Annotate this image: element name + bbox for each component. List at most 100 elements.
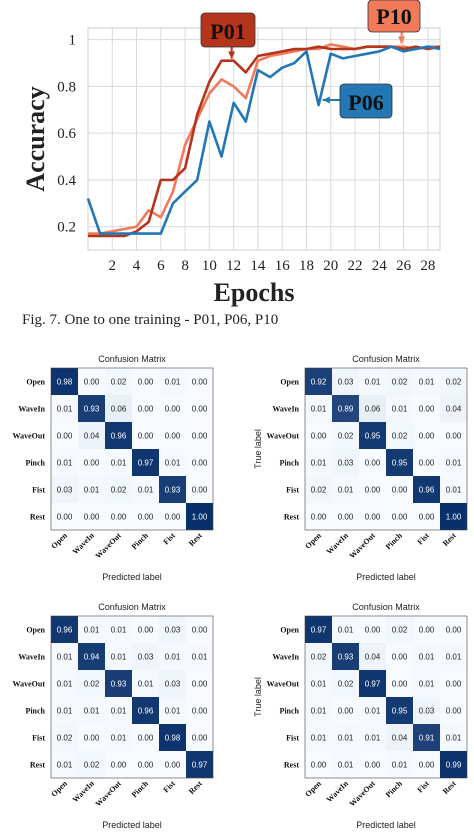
cm-cell (51, 368, 78, 395)
cm-col-label: WaveIn (325, 531, 351, 557)
cm-cell (132, 697, 159, 724)
cm-cell-value: 0.00 (192, 626, 208, 635)
cm-x-axis-label: Predicted label (102, 820, 162, 829)
cm-cell-value: 0.00 (138, 761, 154, 770)
y-tick-label: 1 (69, 33, 77, 49)
cm-cell-value: 0.97 (138, 459, 154, 468)
annotation-label-p01: P01 (210, 19, 245, 44)
cm-cell-value: 0.03 (419, 707, 435, 716)
cm-row-label: WaveOut (13, 432, 46, 441)
cm-cell-value: 0.00 (311, 513, 327, 522)
cm-cell-value: 0.00 (138, 405, 154, 414)
cm-cell-value: 0.01 (311, 734, 327, 743)
cm-cell (159, 503, 186, 530)
y-tick-label: 0.8 (57, 79, 76, 95)
cm-cell-value: 0.00 (192, 378, 208, 387)
cm-cell (386, 476, 413, 503)
cm-cell-value: 0.95 (392, 707, 408, 716)
cm-cell-value: 0.00 (419, 513, 435, 522)
annotation-arrowhead-p01 (228, 51, 236, 59)
cm-cell (332, 697, 359, 724)
cm-cell (359, 616, 386, 643)
cm-row-label: WaveIn (18, 405, 45, 414)
cm-col-label: Pinch (384, 531, 405, 552)
cm-cell-value: 0.00 (57, 513, 73, 522)
annotation-arrowhead-p06 (322, 96, 330, 104)
cm-row-label: Rest (30, 513, 45, 522)
cm-cell-value: 0.01 (338, 734, 354, 743)
cm-cell (386, 395, 413, 422)
cm-cell-value: 0.00 (338, 513, 354, 522)
cm-cell-value: 0.00 (392, 486, 408, 495)
cm-cell (132, 670, 159, 697)
annotation-box-p06 (339, 83, 393, 119)
cm-cell-value: 0.00 (84, 734, 100, 743)
cm-cell-value: 0.01 (365, 707, 381, 716)
cm-cell (413, 643, 440, 670)
cm-cell-value: 0.01 (57, 653, 73, 662)
cm-cell (105, 670, 132, 697)
cm-cell-value: 0.97 (311, 626, 327, 635)
cm-cell-value: 0.00 (165, 405, 181, 414)
cm-cell-value: 0.02 (392, 432, 408, 441)
cm-cell-value: 0.01 (165, 378, 181, 387)
cm-cell-value: 0.03 (165, 680, 181, 689)
cm-cell (105, 449, 132, 476)
cm-cell-value: 0.02 (446, 378, 462, 387)
cm-col-label: Fist (415, 779, 431, 795)
cm-row-label: Fist (286, 734, 299, 743)
cm-row-label: Rest (284, 513, 299, 522)
cm-cell (51, 697, 78, 724)
cm-col-label: Fist (161, 779, 177, 795)
confusion-matrix-3: Confusion Matrix 0.96 0.01 0.01 0.00 0.03 0.00… (13, 602, 214, 830)
cm-cell-value: 0.02 (84, 680, 100, 689)
cm-cell (132, 751, 159, 778)
cm-cell-value: 0.00 (192, 707, 208, 716)
cm-cell-value: 0.01 (165, 653, 181, 662)
cm-cell (305, 670, 332, 697)
cm-cell (159, 724, 186, 751)
cm-col-label: WaveOut (348, 531, 378, 561)
cm-col-label: WaveIn (71, 779, 97, 805)
cm-cell (186, 503, 213, 530)
cm-cell (78, 670, 105, 697)
cm-cell-value: 0.00 (446, 626, 462, 635)
cm-cell-value: 0.04 (392, 734, 408, 743)
cm-cell-value: 0.92 (311, 378, 327, 387)
cm-cell (359, 670, 386, 697)
cm-cell-value: 0.00 (392, 653, 408, 662)
cm-cell-value: 0.01 (192, 653, 208, 662)
cm-cell-value: 0.93 (338, 653, 354, 662)
cm-cell-value: 0.02 (338, 680, 354, 689)
cm-cell (413, 503, 440, 530)
cm-cell-value: 0.00 (192, 405, 208, 414)
cm-row-label: Open (280, 378, 299, 387)
cm-cell (440, 697, 467, 724)
cm-row-label: WaveOut (13, 680, 46, 689)
cm-cell-value: 0.97 (365, 680, 381, 689)
cm-cell (305, 643, 332, 670)
cm-cell-value: 0.99 (446, 761, 462, 770)
cm-cell (386, 724, 413, 751)
cm-cell (386, 449, 413, 476)
cm-cell (332, 368, 359, 395)
cm-cell-value: 0.00 (365, 459, 381, 468)
cm-cell (186, 751, 213, 778)
figure-caption: Fig. 7. One to one training - P01, P06, … (22, 312, 279, 328)
cm-cell-value: 0.01 (57, 707, 73, 716)
cm-cell (51, 643, 78, 670)
cm-cell-value: 1.00 (446, 513, 462, 522)
cm-cell-value: 0.01 (338, 626, 354, 635)
cm-cell-value: 0.01 (57, 761, 73, 770)
cm-cell-value: 0.00 (138, 513, 154, 522)
cm-cell (105, 697, 132, 724)
cm-cell-value: 0.01 (165, 459, 181, 468)
cm-title: Confusion Matrix (352, 354, 420, 364)
cm-cell (186, 395, 213, 422)
cm-cell-value: 0.00 (57, 432, 73, 441)
cm-row-label: Pinch (25, 707, 45, 716)
cm-cell-value: 0.01 (57, 459, 73, 468)
cm-cell-value: 0.01 (311, 680, 327, 689)
confusion-matrix-1: Confusion Matrix 0.98 0.00 0.02 0.00 0.01 0.00… (13, 354, 214, 582)
cm-cell (78, 368, 105, 395)
